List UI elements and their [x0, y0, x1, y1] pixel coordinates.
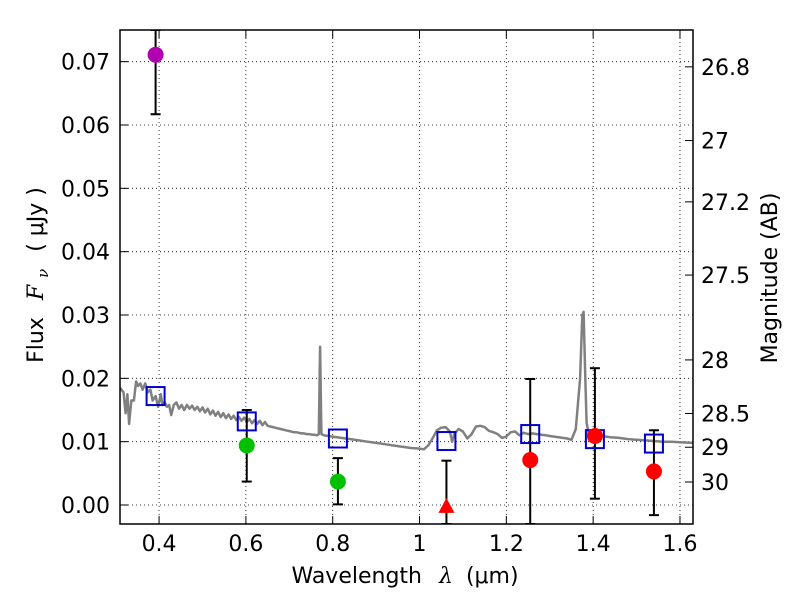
y2-tick-label: 28.5 [701, 402, 750, 427]
upper-limit-marker [438, 497, 455, 513]
y-axis-ticks: 0.00 0.01 0.02 0.03 0.04 0.05 0.06 0.07 [61, 51, 128, 519]
model-square-marker [436, 431, 457, 452]
x-axis-label: Wavelength λ (μm) [291, 564, 518, 589]
plot-content [120, 30, 693, 524]
y-tick-label: 0.04 [61, 241, 110, 266]
data-point-marker [586, 427, 603, 444]
data-point-marker [522, 452, 539, 469]
y2-tick-label: 27.5 [701, 264, 750, 289]
data-point-marker [329, 473, 346, 490]
y2-axis-label: Magnitude (AB) [758, 193, 783, 364]
model-square-marker [643, 433, 664, 454]
x-axis-ticks: 0.4 0.6 0.8 1 1.2 1.4 1.6 [142, 30, 697, 557]
x-tick-label: 1 [413, 532, 427, 557]
y-tick-label: 0.05 [61, 177, 110, 202]
y2-tick-label: 29 [701, 436, 729, 461]
y-axis-label: Flux F ν ( μJy ) [24, 187, 54, 363]
y2-tick-label: 27.2 [701, 191, 750, 216]
x-tick-label: 1.6 [662, 532, 697, 557]
model-square-marker [520, 424, 541, 445]
y2-axis-ticks: 26.8 27 27.2 27.5 28 28.5 29 30 [685, 56, 750, 496]
model-square-marker [327, 428, 348, 449]
y-tick-label: 0.00 [61, 494, 110, 519]
y2-tick-label: 26.8 [701, 56, 750, 81]
data-point-marker [238, 437, 255, 454]
y-tick-label: 0.01 [61, 431, 110, 456]
x-tick-label: 1.2 [489, 532, 524, 557]
x-tick-label: 0.8 [315, 532, 350, 557]
model-square-marker [236, 411, 257, 432]
model-square-marker [145, 386, 166, 407]
data-point-marker [147, 46, 164, 63]
grid-lines [120, 30, 693, 524]
plot-frame [119, 29, 694, 525]
y-tick-label: 0.02 [61, 367, 110, 392]
y2-tick-label: 30 [701, 471, 729, 496]
spectrum-line [120, 310, 693, 451]
y2-tick-label: 28 [701, 349, 729, 374]
y-tick-label: 0.03 [61, 304, 110, 329]
y-tick-label: 0.06 [61, 114, 110, 139]
x-tick-label: 0.4 [142, 532, 177, 557]
y2-tick-label: 27 [701, 130, 729, 155]
y-tick-label: 0.07 [61, 51, 110, 76]
x-tick-label: 1.4 [576, 532, 611, 557]
data-point-marker [645, 463, 662, 480]
x-tick-label: 0.6 [228, 532, 263, 557]
